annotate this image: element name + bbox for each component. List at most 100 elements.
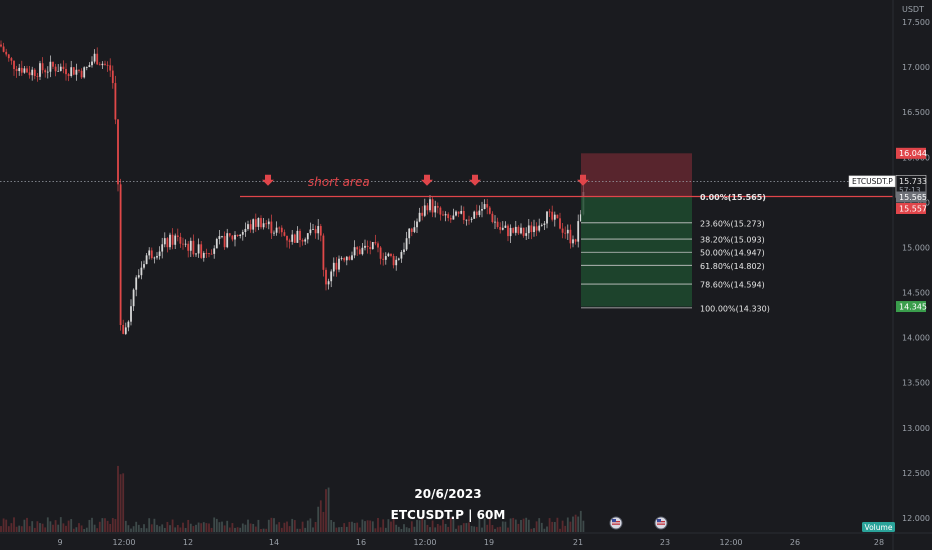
candle-body xyxy=(41,63,44,71)
candle-body xyxy=(364,245,366,248)
volume-bar xyxy=(218,522,221,532)
candle-body xyxy=(93,53,96,62)
volume-bar xyxy=(470,525,473,532)
volume-bar xyxy=(533,528,535,532)
candle-body xyxy=(184,243,187,245)
time-tick-label: 19 xyxy=(484,538,494,547)
candle-body xyxy=(83,67,86,78)
volume-bar xyxy=(351,521,353,532)
volume-bar xyxy=(306,520,309,532)
volume-bar xyxy=(403,524,405,532)
volume-bar xyxy=(390,521,392,532)
volume-bar xyxy=(36,521,39,532)
volume-bar xyxy=(88,519,91,532)
candle-body xyxy=(442,214,444,216)
candle-body xyxy=(2,46,5,52)
down-arrow-icon xyxy=(469,174,481,186)
volume-bar xyxy=(13,517,15,532)
candle-body xyxy=(304,239,307,242)
candle-body xyxy=(579,214,582,222)
volume-bar xyxy=(23,519,26,532)
candle-body xyxy=(158,251,161,257)
candle-body xyxy=(449,218,452,220)
candle-body xyxy=(33,69,36,76)
candle-body xyxy=(452,215,455,220)
candle-body xyxy=(114,83,117,120)
volume-bar xyxy=(7,526,10,532)
volume-bar xyxy=(169,525,171,532)
volume-bar xyxy=(548,518,551,532)
volume-badge[interactable]: Volume xyxy=(862,522,895,532)
volume-bar xyxy=(325,489,327,532)
volume-bar xyxy=(517,523,520,532)
volume-bar xyxy=(434,527,437,532)
volume-bar xyxy=(39,523,41,532)
price-tick-label: 16.500 xyxy=(902,108,930,117)
candle-body xyxy=(213,248,216,254)
candle-body xyxy=(135,277,138,290)
candle-body xyxy=(561,228,564,233)
candle-body xyxy=(345,256,348,261)
us-flag-icon[interactable] xyxy=(654,516,668,530)
candle-body xyxy=(514,226,517,233)
volume-bar xyxy=(527,519,530,532)
volume-bar xyxy=(137,524,140,532)
candle-body xyxy=(465,219,468,221)
volume-bar xyxy=(5,519,8,532)
candle-body xyxy=(273,232,275,234)
volume-bar xyxy=(236,527,239,532)
volume-bar xyxy=(423,519,426,532)
volume-bar xyxy=(455,528,457,532)
candle-body xyxy=(75,69,78,75)
candle-body xyxy=(215,238,218,249)
candle-body xyxy=(299,230,301,241)
volume-bar xyxy=(54,520,57,532)
candle-body xyxy=(226,233,229,248)
volume-bar xyxy=(208,523,210,532)
candle-body xyxy=(91,61,93,66)
candle-body xyxy=(39,63,41,77)
volume-bar xyxy=(104,518,106,532)
time-axis[interactable]: 9 12:00 12 14 16 12:00 19 21 23 12:00 26 28 xyxy=(57,538,884,547)
volume-bar xyxy=(156,524,158,532)
volume-bar xyxy=(247,519,249,532)
us-flag-icon[interactable] xyxy=(609,516,623,530)
candle-body xyxy=(179,236,182,244)
volume-bar xyxy=(226,520,229,532)
candle-body xyxy=(395,259,398,266)
candle-body xyxy=(431,199,434,213)
volume-bar xyxy=(379,527,382,532)
volume-bar xyxy=(413,526,416,532)
volume-bar xyxy=(31,521,34,532)
fib-level-label: 50.00%(14.947) xyxy=(700,249,765,258)
candle-body xyxy=(78,69,80,71)
volume-bar xyxy=(41,523,44,532)
candle-body xyxy=(507,225,509,237)
volume-bar xyxy=(449,517,452,532)
candle-body xyxy=(314,229,317,234)
candle-body xyxy=(538,225,541,231)
volume-bar xyxy=(556,517,559,532)
candle-body xyxy=(288,240,291,242)
volume-bar xyxy=(2,518,5,532)
volume-bar xyxy=(75,527,78,532)
volume-bar xyxy=(257,519,260,532)
candle-body xyxy=(400,252,403,259)
volume-bar xyxy=(189,523,192,532)
volume-bar xyxy=(244,524,247,532)
candle-body xyxy=(236,234,239,236)
candle-body xyxy=(187,243,190,251)
volume-bar xyxy=(387,519,390,532)
volume-bar xyxy=(535,521,538,532)
candle-body xyxy=(104,63,106,65)
volume-bar xyxy=(286,521,288,532)
candle-body xyxy=(57,70,60,72)
volume-bar xyxy=(299,528,301,532)
volume-bar xyxy=(288,526,291,532)
volume-bar xyxy=(540,522,543,532)
svg-text:57:13: 57:13 xyxy=(899,186,921,195)
candle-body xyxy=(283,232,286,236)
candle-body xyxy=(530,225,533,233)
volume-bar xyxy=(452,519,455,532)
volume-bar xyxy=(501,521,504,532)
